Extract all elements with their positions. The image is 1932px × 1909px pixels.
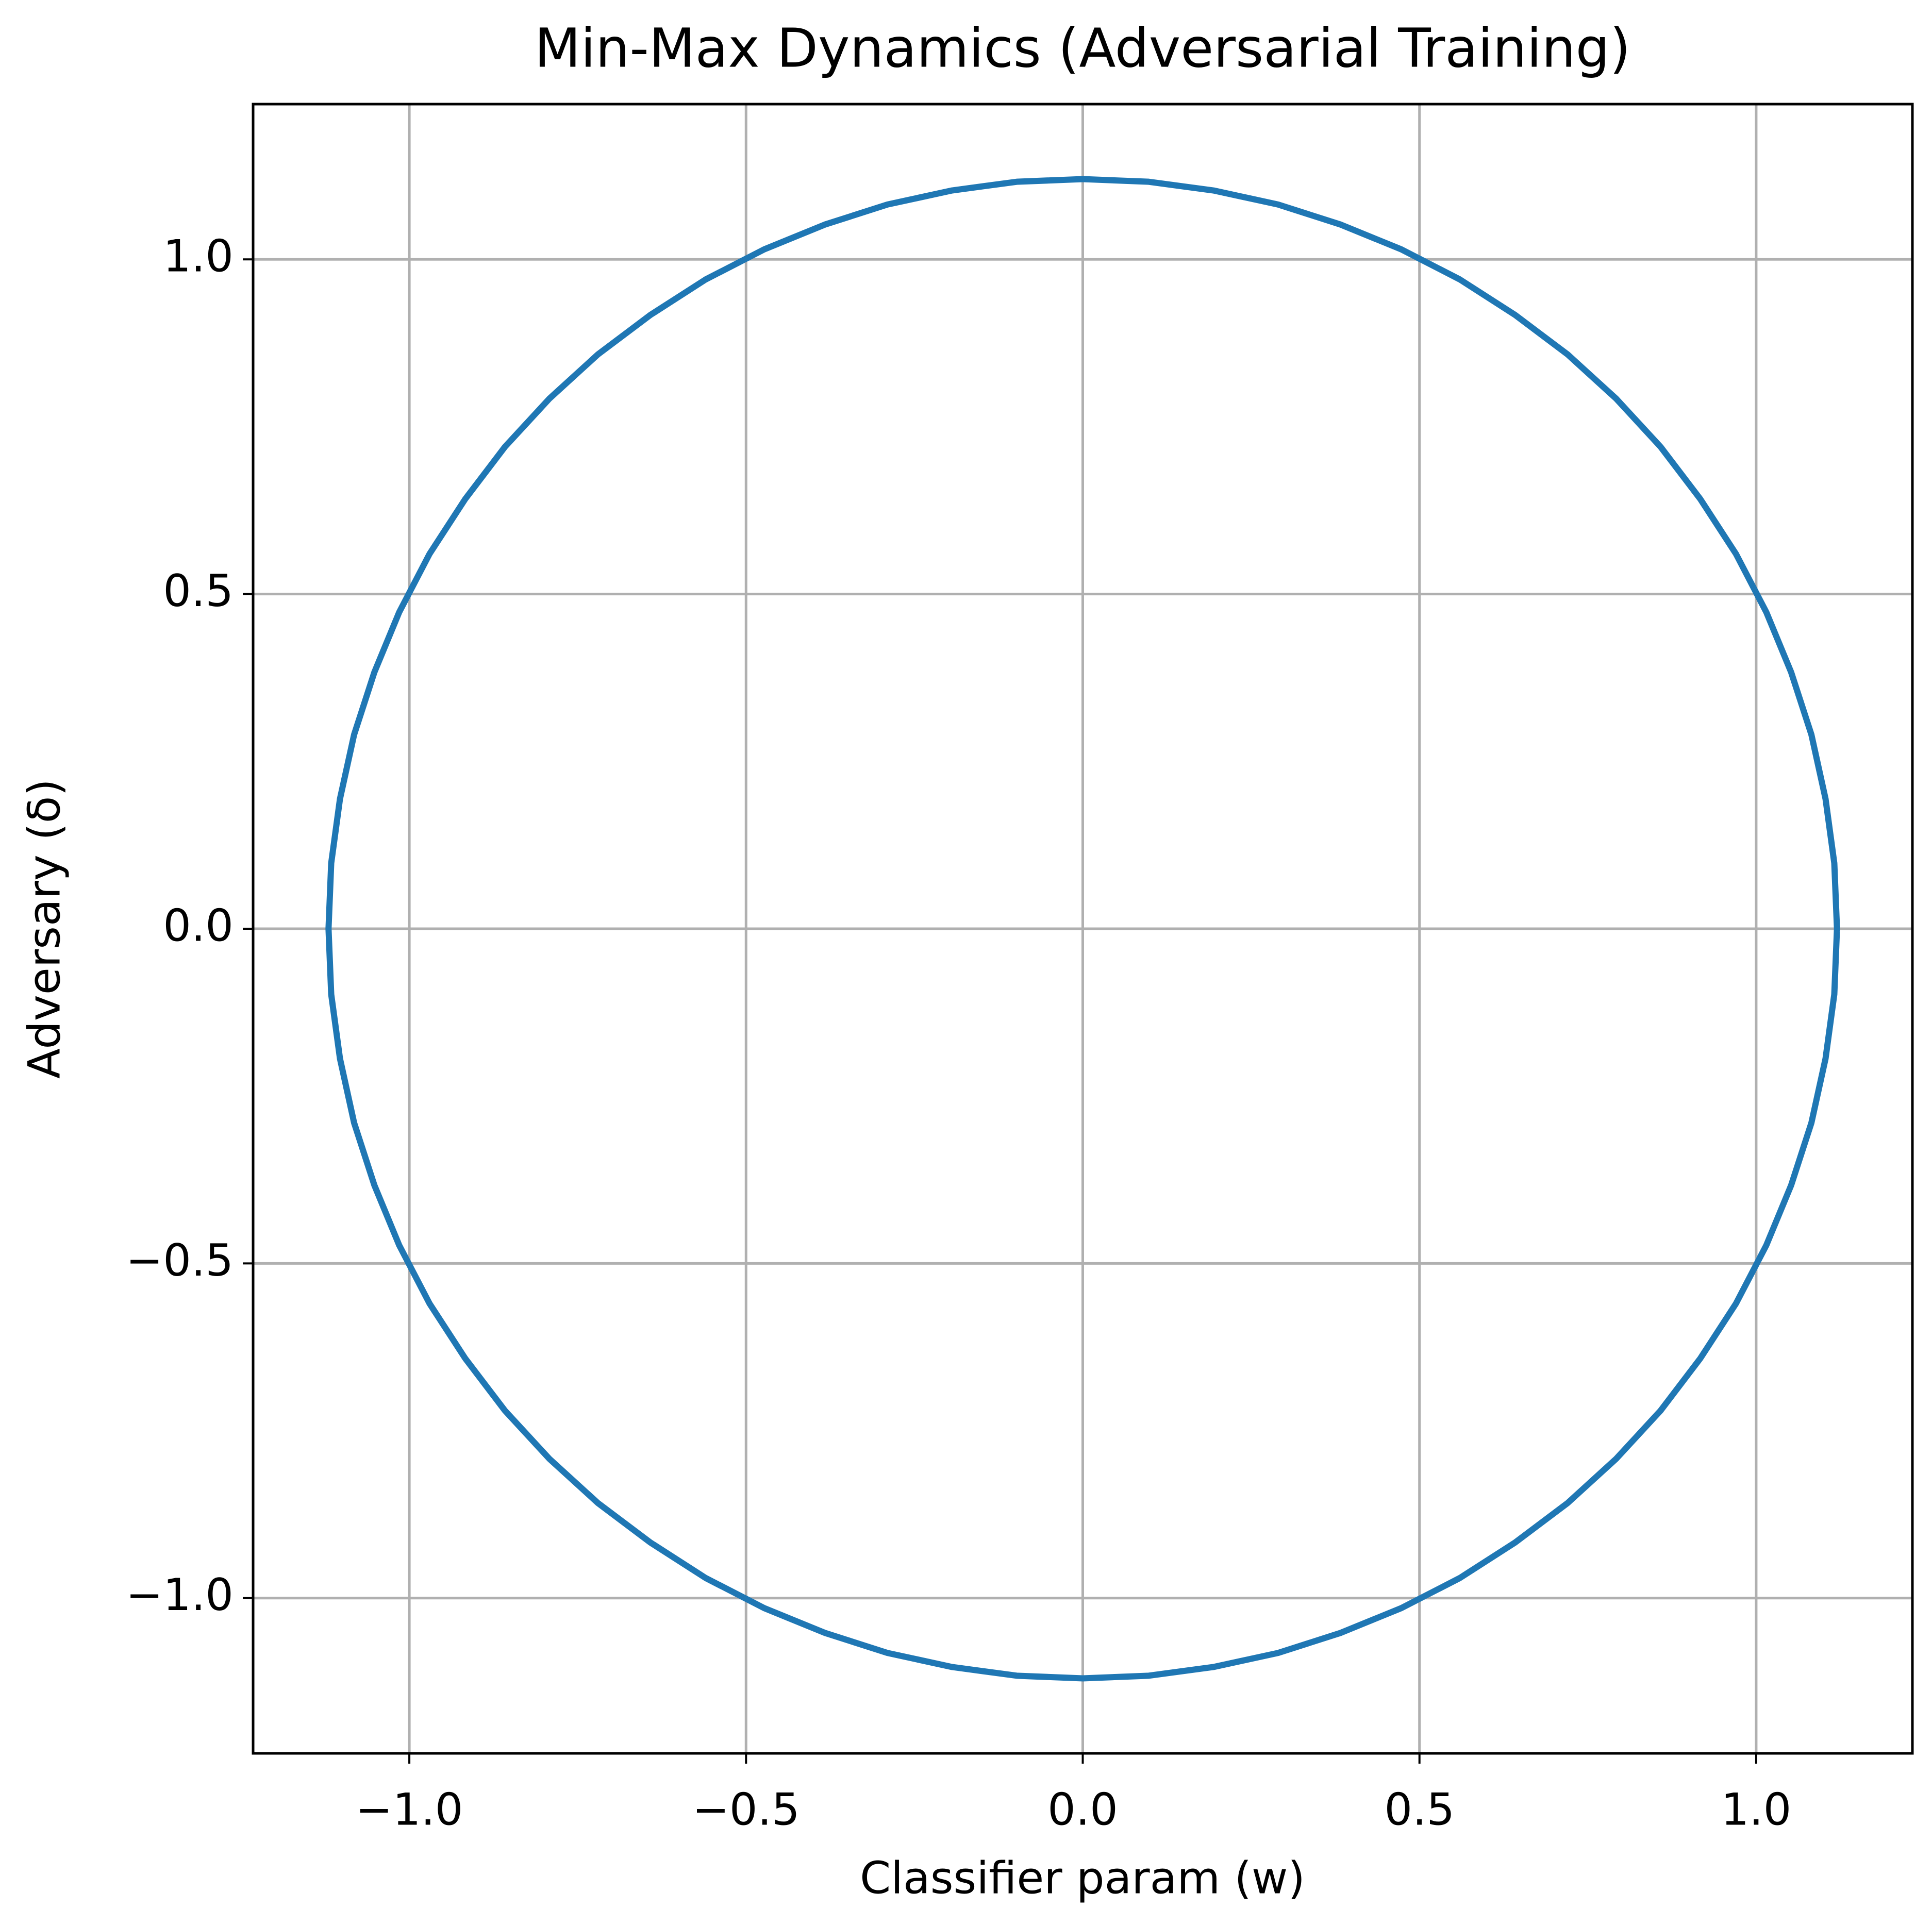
- x-tick-label: −1.0: [356, 1784, 463, 1835]
- y-tick-label: 1.0: [163, 231, 234, 282]
- data-line: [325, 176, 1840, 1682]
- y-tick-label: −0.5: [126, 1235, 234, 1286]
- x-axis-label: Classifier param (w): [860, 1852, 1305, 1904]
- y-tick-label: 0.0: [163, 900, 234, 951]
- y-tick-label: −1.0: [126, 1569, 234, 1621]
- x-tick-label: 1.0: [1721, 1784, 1792, 1835]
- plot-frame: [252, 103, 1914, 1755]
- chart-title: Min-Max Dynamics (Adversarial Training): [535, 16, 1630, 79]
- y-tick-label: 0.5: [163, 565, 234, 617]
- y-axis-label: Adversary (δ): [19, 779, 70, 1079]
- x-tick-label: 0.0: [1047, 1784, 1118, 1835]
- x-tick-label: 0.5: [1384, 1784, 1455, 1835]
- x-tick-label: −0.5: [692, 1784, 800, 1835]
